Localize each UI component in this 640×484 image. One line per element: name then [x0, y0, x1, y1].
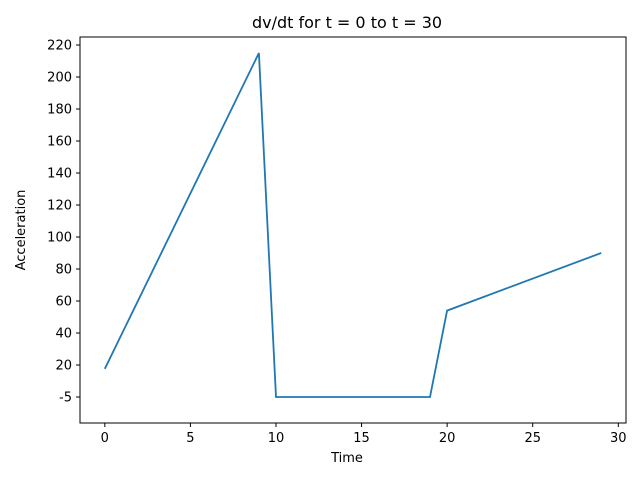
y-tick-label: 80 — [55, 263, 72, 278]
series-line — [103, 52, 602, 398]
x-tick-label: 5 — [186, 431, 194, 446]
y-tick-label: 180 — [47, 103, 72, 118]
y-tick-label: 20 — [55, 359, 72, 374]
y-axis-ticks: -5 20 40 60 80 100 120 140 160 180 200 220 — [47, 39, 80, 406]
y-tick-label: 100 — [47, 231, 72, 246]
plot-frame — [79, 36, 627, 424]
x-tick-label: 20 — [439, 431, 456, 446]
y-tick-label: 220 — [47, 39, 72, 54]
y-tick-label: 160 — [47, 135, 72, 150]
y-tick-label: 40 — [55, 327, 72, 342]
y-tick-label: 200 — [47, 71, 72, 86]
x-axis-label: Time — [330, 451, 363, 466]
x-axis-ticks: 0 5 10 15 20 25 30 — [101, 423, 627, 446]
y-tick-label: 120 — [47, 199, 72, 214]
y-tick-label: 140 — [47, 167, 72, 182]
y-axis-label: Acceleration — [14, 190, 29, 271]
x-tick-label: 0 — [101, 431, 109, 446]
x-tick-label: 25 — [524, 431, 541, 446]
y-tick-label: -5 — [59, 391, 72, 406]
x-tick-label: 10 — [268, 431, 285, 446]
x-tick-label: 30 — [610, 431, 627, 446]
x-tick-label: 15 — [353, 431, 370, 446]
chart-title: dv/dt for t = 0 to t = 30 — [252, 13, 442, 32]
y-tick-label: 60 — [55, 295, 72, 310]
